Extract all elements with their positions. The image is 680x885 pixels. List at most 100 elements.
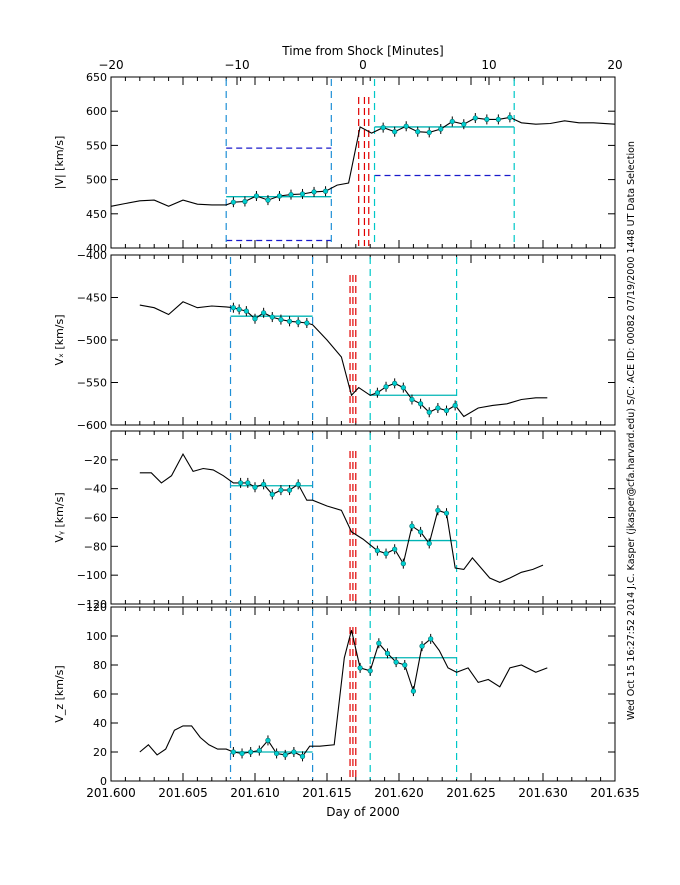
sample-dot xyxy=(299,753,306,759)
sample-dot xyxy=(311,189,317,195)
sample-dot xyxy=(507,114,513,120)
y-tick-label: 650 xyxy=(86,71,107,84)
top-tick-label: 0 xyxy=(359,58,367,72)
sample-dot xyxy=(392,546,398,552)
sample-dot xyxy=(252,316,258,322)
downstream-point xyxy=(449,116,455,127)
upstream-point xyxy=(252,482,258,493)
sample-dot xyxy=(253,193,260,199)
sample-dot xyxy=(291,749,297,755)
sample-dot xyxy=(242,198,248,205)
downstream-point xyxy=(409,521,415,532)
bottom-tick-label: 201.615 xyxy=(302,786,352,800)
sample-dot xyxy=(274,750,280,757)
upstream-point xyxy=(304,318,310,328)
y-tick-label: −600 xyxy=(77,419,107,432)
sample-dot xyxy=(400,385,406,391)
y-axis-label: |V| [km/s] xyxy=(53,136,66,190)
sample-dot xyxy=(286,318,293,324)
data-trace xyxy=(139,452,544,583)
downstream-point xyxy=(426,127,432,138)
downstream-point xyxy=(376,638,382,649)
upstream-point xyxy=(276,191,283,202)
sample-dot xyxy=(322,188,329,194)
downstream-point xyxy=(392,126,398,137)
side-annotation: Wed Oct 15 16:27:52 2014 J.C. Kasper (jk… xyxy=(626,141,637,720)
sample-dot xyxy=(295,481,301,487)
y-tick-label: −500 xyxy=(77,334,107,347)
upstream-point xyxy=(295,479,301,490)
sample-dot xyxy=(374,548,381,554)
downstream-point xyxy=(435,403,441,413)
bottom-tick-label: 201.630 xyxy=(518,786,568,800)
downstream-point xyxy=(415,126,421,137)
sample-dot xyxy=(243,308,249,314)
downstream-point xyxy=(409,394,415,405)
upstream-point xyxy=(242,196,248,207)
top-tick-label: 20 xyxy=(607,58,622,72)
sample-dot xyxy=(261,481,267,487)
sample-dot xyxy=(286,487,293,493)
downstream-point xyxy=(435,505,441,516)
sample-dot xyxy=(426,540,432,547)
downstream-point xyxy=(392,378,398,389)
sample-dot xyxy=(299,191,306,197)
upstream-point xyxy=(239,748,245,759)
bottom-tick-label: 201.620 xyxy=(374,786,424,800)
sample-dot xyxy=(256,747,262,754)
sample-dot xyxy=(426,409,432,415)
sample-dot xyxy=(409,396,415,403)
upstream-point xyxy=(282,749,288,760)
panel-frame xyxy=(110,76,616,249)
downstream-point xyxy=(418,398,424,409)
sample-dot xyxy=(265,197,271,203)
sample-dot xyxy=(461,121,467,127)
upstream-point xyxy=(278,485,284,496)
downstream-point xyxy=(443,508,450,519)
y-axis-label: V_z [km/s] xyxy=(53,665,66,722)
upstream-point xyxy=(230,302,236,313)
sample-dot xyxy=(402,662,408,668)
sample-dot xyxy=(252,484,258,490)
sample-dot xyxy=(282,752,288,758)
sample-dot xyxy=(304,320,310,326)
downstream-point xyxy=(452,400,458,411)
downstream-point xyxy=(484,114,490,125)
downstream-point xyxy=(383,548,389,559)
y-tick-label: −40 xyxy=(84,483,107,496)
downstream-point xyxy=(357,662,363,673)
sample-dot xyxy=(248,749,254,755)
downstream-point xyxy=(495,114,501,125)
sample-dot xyxy=(383,384,389,390)
sample-dot xyxy=(269,491,275,498)
sample-dot xyxy=(428,636,434,642)
data-trace xyxy=(139,630,548,758)
upstream-point xyxy=(252,313,258,324)
downstream-point xyxy=(418,526,424,537)
downstream-point xyxy=(400,558,406,569)
upstream-point xyxy=(291,747,297,757)
y-axis-label: Vᵧ [km/s] xyxy=(53,492,66,542)
sample-dot xyxy=(443,407,450,414)
sample-dot xyxy=(426,129,432,136)
sample-dot xyxy=(392,380,398,386)
sample-dot xyxy=(403,123,409,129)
sample-dot xyxy=(400,561,406,567)
sample-dot xyxy=(392,129,398,135)
downstream-point xyxy=(383,381,389,392)
upstream-point xyxy=(322,186,329,197)
downstream-point xyxy=(374,387,381,398)
sample-dot xyxy=(236,306,242,313)
downstream-point xyxy=(461,119,467,130)
sample-dot xyxy=(435,507,441,513)
top-tick-label: 10 xyxy=(481,58,496,72)
sample-dot xyxy=(276,193,283,199)
data-trace xyxy=(139,301,548,418)
sample-dot xyxy=(419,643,425,649)
sample-dot xyxy=(484,116,490,123)
sample-dot xyxy=(239,750,245,757)
bottom-tick-label: 201.635 xyxy=(590,786,640,800)
upstream-point xyxy=(230,197,236,208)
sample-dot xyxy=(261,310,267,316)
sample-dot xyxy=(384,650,391,657)
